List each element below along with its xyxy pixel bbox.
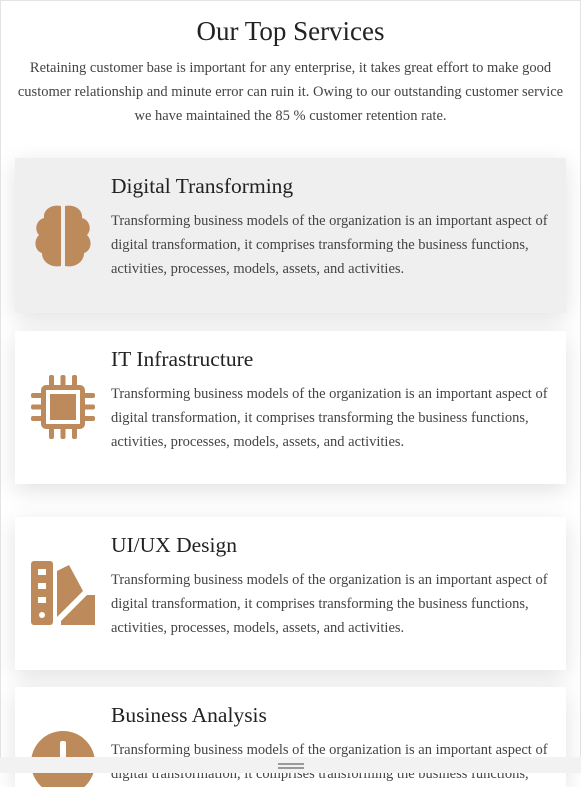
- service-title: Business Analysis: [111, 703, 267, 727]
- handle-line: [278, 763, 304, 765]
- section-description: Retaining customer base is important for…: [17, 60, 564, 124]
- service-card[interactable]: Digital Transforming Transforming busine…: [15, 158, 566, 313]
- palette-icon: [31, 561, 95, 625]
- bottom-bar: [0, 757, 581, 773]
- section-title: Our Top Services: [196, 16, 385, 46]
- service-title: UI/UX Design: [111, 533, 237, 557]
- chip-icon: [31, 375, 95, 439]
- service-title: IT Infrastructure: [111, 347, 254, 371]
- service-description: Transforming business models of the orga…: [111, 386, 548, 450]
- service-card[interactable]: IT Infrastructure Transforming business …: [15, 331, 566, 484]
- service-card[interactable]: UI/UX Design Transforming business model…: [15, 517, 566, 670]
- service-title: Digital Transforming: [111, 174, 294, 198]
- service-description: Transforming business models of the orga…: [111, 572, 548, 636]
- service-description: Transforming business models of the orga…: [111, 213, 548, 277]
- brain-icon: [35, 205, 91, 267]
- handle-line: [278, 767, 304, 769]
